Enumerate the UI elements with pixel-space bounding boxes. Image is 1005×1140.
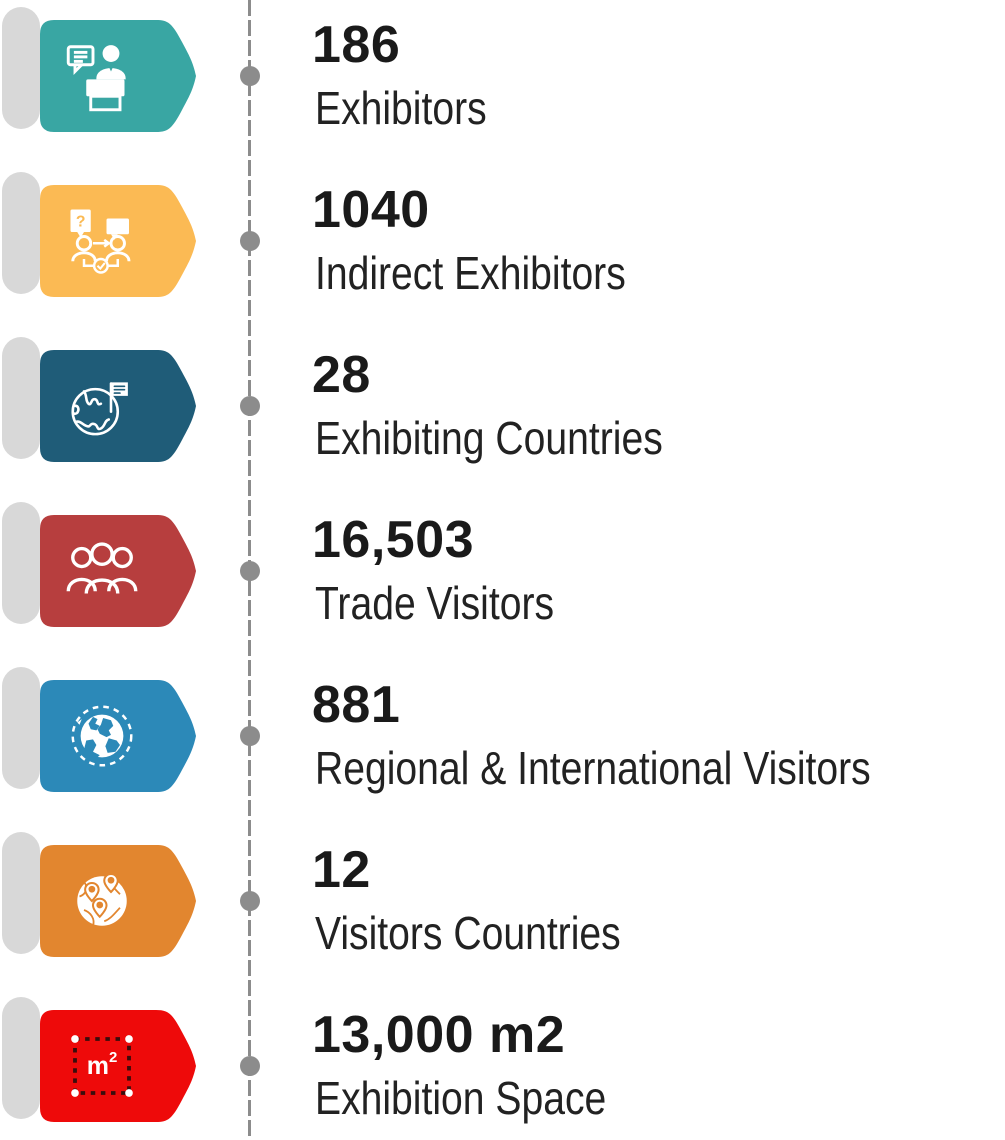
svg-text:?: ? [76, 213, 86, 230]
